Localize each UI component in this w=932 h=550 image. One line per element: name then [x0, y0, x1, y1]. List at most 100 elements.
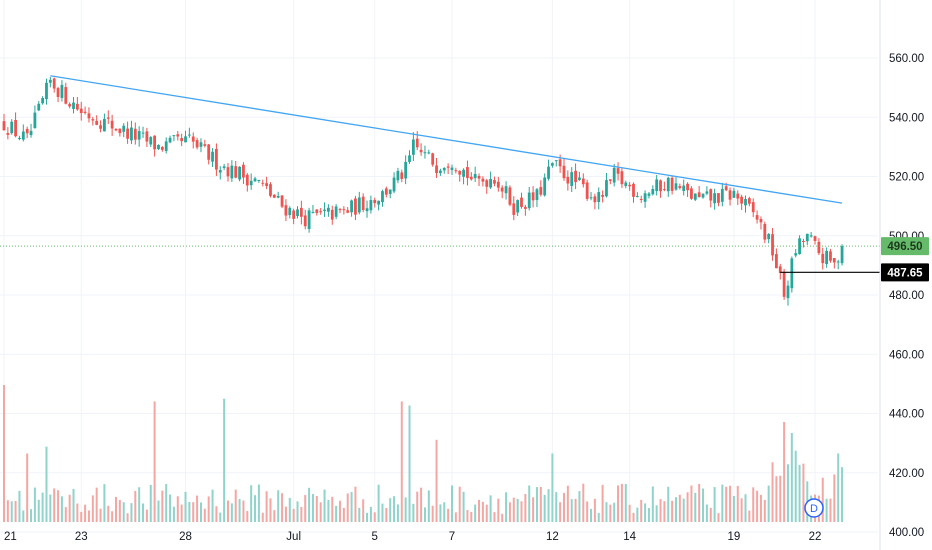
candle-body [655, 179, 659, 192]
candle-body [481, 178, 485, 182]
volume-bar [207, 496, 210, 522]
volume-bar [389, 498, 392, 522]
candle-body [612, 167, 616, 183]
interval-badge[interactable]: D [804, 498, 824, 518]
volume-bar [617, 485, 620, 522]
volume-bar [226, 500, 229, 522]
volume-bar [512, 497, 515, 522]
time-tick-label: 22 [809, 531, 822, 543]
candle-body [732, 190, 736, 198]
volume-bar [142, 503, 145, 522]
candle-body [670, 177, 674, 191]
volume-bar [250, 485, 253, 522]
candle-body [315, 209, 319, 214]
time-tick-label: 21 [4, 531, 17, 543]
volume-bar [555, 492, 558, 522]
candle-body [674, 183, 678, 190]
volume-bar [721, 484, 724, 522]
candle-body [60, 84, 64, 98]
candle-body [628, 184, 632, 187]
volume-bar [257, 484, 260, 522]
candle-body [388, 189, 392, 194]
candle-body [10, 121, 14, 134]
time-tick-label: 28 [179, 531, 192, 543]
volume-bar [284, 506, 287, 522]
volume-bar [466, 509, 469, 522]
candle-body [276, 195, 280, 198]
volume-bar [783, 421, 786, 522]
volume-bar [111, 511, 114, 522]
volume-bar [99, 508, 102, 522]
volume-bar [53, 488, 56, 522]
volume-bar [794, 450, 797, 522]
volume-bar [281, 493, 284, 522]
candle-body [110, 120, 114, 129]
volume-bar [315, 496, 318, 522]
candle-body [574, 170, 577, 183]
price-axis[interactable]: 560.00540.00520.00500.00480.00460.00440.… [889, 53, 924, 539]
time-tick-label: Jul [286, 531, 301, 543]
volume-bar [292, 508, 295, 522]
volume-bar [319, 502, 322, 522]
volume-bar [91, 495, 94, 522]
volume-bar [261, 512, 264, 522]
candle-body [72, 102, 75, 109]
candle-body [601, 195, 605, 197]
candle-body [558, 159, 562, 167]
volume-bar [400, 401, 403, 522]
candle-body [207, 144, 211, 160]
candle-body [520, 197, 523, 207]
horizontal-line-label-text: 487.65 [887, 267, 923, 279]
volume-bar [767, 485, 770, 522]
candle-body [578, 177, 581, 180]
volume-bar [524, 494, 527, 522]
volume-bar [620, 483, 623, 522]
candle-body [663, 189, 666, 191]
volume-bar [586, 501, 589, 522]
candle-body [327, 207, 330, 212]
candle-body [659, 180, 662, 192]
volume-bar [323, 489, 326, 522]
volume-bar [196, 495, 199, 522]
candle-body [126, 128, 129, 139]
volume-bar [551, 453, 554, 522]
candle-body [724, 186, 728, 191]
candle-body [195, 140, 199, 148]
candle-body [616, 168, 620, 174]
horizontal-line-label-background [881, 263, 929, 282]
candle-body [187, 134, 191, 136]
volume-bar [273, 510, 276, 522]
price-tick-label: 420.00 [889, 468, 924, 480]
candle-body [435, 165, 438, 174]
volume-bar [562, 492, 565, 522]
candle-body [500, 187, 504, 192]
volume-bar [462, 491, 465, 522]
candle-body [384, 188, 388, 195]
last-price-label: 496.50 [881, 237, 929, 256]
candle-body [829, 251, 832, 261]
volume-bar [134, 490, 137, 522]
candle-body [720, 188, 724, 202]
trendline[interactable] [50, 75, 843, 204]
candle-body [222, 166, 226, 168]
volume-bar [64, 507, 67, 522]
candle-body [439, 170, 442, 174]
candle-body [18, 137, 21, 139]
candle-body [95, 120, 99, 125]
volume-bar [169, 494, 172, 522]
candle-body [238, 166, 241, 180]
time-axis[interactable]: 21 23 28 Jul 5 7 12 14 19 22 [4, 531, 821, 543]
candle-body [149, 137, 153, 145]
volume-bar [408, 405, 411, 522]
candle-body [377, 200, 381, 205]
candle-body [473, 173, 477, 179]
volume-bar [215, 506, 218, 522]
candle-body [686, 183, 689, 191]
candle-body [527, 192, 531, 209]
volume-bar [366, 512, 369, 522]
volume-bar [682, 498, 685, 522]
volume-bar [60, 496, 63, 522]
candle-body [381, 191, 384, 203]
candle-body [68, 104, 72, 107]
